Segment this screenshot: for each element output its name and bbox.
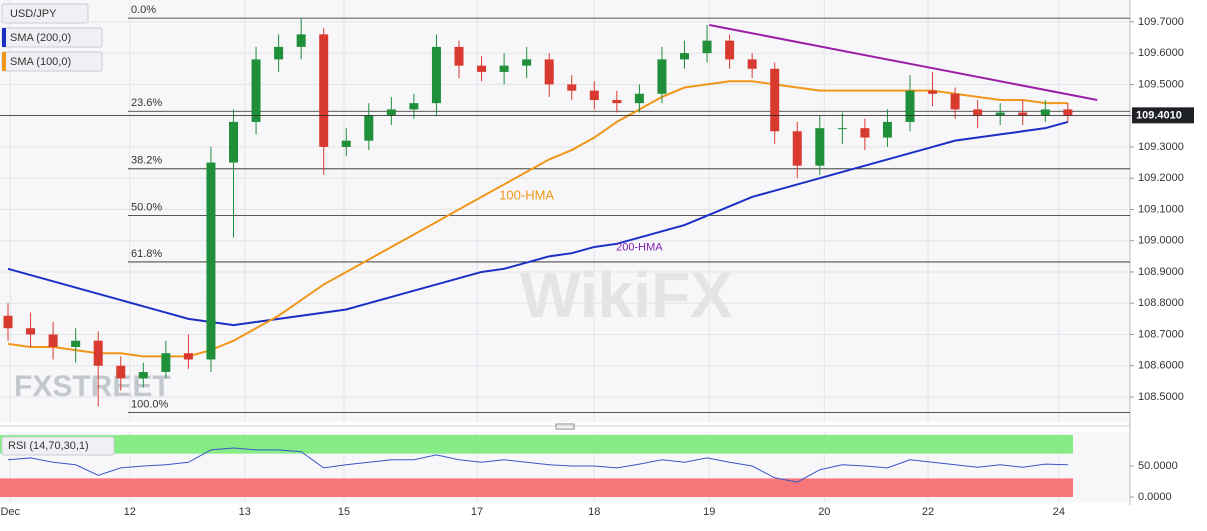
line-annotation: 100-HMA xyxy=(499,187,554,202)
fib-label: 61.8% xyxy=(131,248,162,260)
candle-body xyxy=(792,131,802,166)
x-tick-label: 15 xyxy=(338,506,350,518)
candle-body xyxy=(567,84,577,91)
x-tick-label: 12 xyxy=(124,506,136,518)
rsi-title: RSI (14,70,30,1) xyxy=(8,440,89,452)
candle-body xyxy=(477,65,487,72)
fib-label: 100.0% xyxy=(131,399,169,411)
candle-body xyxy=(161,353,171,372)
candle-body xyxy=(138,371,148,379)
candle-body xyxy=(431,46,441,104)
x-tick-label: 24 xyxy=(1053,506,1065,518)
candle-body xyxy=(3,315,13,329)
candle-body xyxy=(905,90,915,122)
candle-body xyxy=(274,46,284,60)
y-tick-label: 108.8000 xyxy=(1138,297,1184,309)
y-tick-label: 108.7000 xyxy=(1138,328,1184,340)
candle-body xyxy=(928,90,938,94)
x-tick-label: 18 xyxy=(588,506,600,518)
y-tick-label: 109.7000 xyxy=(1138,16,1184,28)
rsi-line xyxy=(7,447,1068,483)
candle-body xyxy=(296,34,306,47)
candle-body xyxy=(612,100,622,104)
y-tick-label: 109.0000 xyxy=(1138,235,1184,247)
candle-body xyxy=(26,328,36,335)
line-annotation: 200-HMA xyxy=(616,241,663,253)
y-tick-label: 109.3000 xyxy=(1138,141,1184,153)
oversold-zone xyxy=(0,478,1073,497)
fib-label: 50.0% xyxy=(131,201,162,213)
watermark: WikiFX xyxy=(520,259,733,331)
y-tick-label: 109.2000 xyxy=(1138,172,1184,184)
candle-body xyxy=(882,121,892,138)
candle-body xyxy=(229,121,239,163)
candle-body xyxy=(702,40,712,54)
y-tick-label: 109.1000 xyxy=(1138,203,1184,215)
candle-body xyxy=(544,59,554,85)
candle-body xyxy=(837,128,847,130)
candle-body xyxy=(183,353,193,360)
candle-body xyxy=(364,115,374,141)
candle-body xyxy=(1018,112,1028,116)
x-tick-label: 19 xyxy=(703,506,715,518)
resize-grip[interactable] xyxy=(555,423,575,430)
candle-body xyxy=(634,93,644,104)
legend-box xyxy=(1,436,115,456)
x-tick-label: 22 xyxy=(922,506,934,518)
legend-swatch xyxy=(2,28,6,47)
x-tick-label: 17 xyxy=(471,506,483,518)
legend-label: SMA (100,0) xyxy=(10,56,71,68)
candle-body xyxy=(116,365,126,379)
candle-body xyxy=(386,109,396,116)
legend-label: SMA (200,0) xyxy=(10,32,71,44)
candle-body xyxy=(454,46,464,66)
y-tick-label: 0.0000 xyxy=(1138,491,1172,503)
candle-body xyxy=(319,34,329,147)
legend-box xyxy=(1,3,89,24)
candle-body xyxy=(995,112,1005,116)
candle-body xyxy=(973,109,983,116)
candle-body xyxy=(409,103,419,110)
trendline xyxy=(709,24,1098,102)
y-tick-label: 108.6000 xyxy=(1138,360,1184,372)
x-tick-label: 20 xyxy=(818,506,830,518)
y-tick-label: 109.5000 xyxy=(1138,78,1184,90)
y-tick-label: 109.6000 xyxy=(1138,47,1184,59)
y-tick-label: 50.0000 xyxy=(1138,460,1178,472)
legend-label: USD/JPY xyxy=(10,8,57,20)
candle-body xyxy=(341,140,351,147)
candle-body xyxy=(1040,109,1050,116)
fib-label: 23.6% xyxy=(131,97,162,109)
candle-body xyxy=(589,90,599,101)
x-tick-label: 13 xyxy=(239,506,251,518)
fib-label: 0.0% xyxy=(131,4,156,16)
y-tick-label: 108.5000 xyxy=(1138,391,1184,403)
candle-body xyxy=(206,162,216,360)
fib-label: 38.2% xyxy=(131,155,162,167)
candle-body xyxy=(860,128,870,138)
y-tick-label: 108.9000 xyxy=(1138,266,1184,278)
candle-body xyxy=(950,93,960,110)
legend-swatch xyxy=(2,52,6,71)
hma-line xyxy=(7,120,1069,327)
last-price-label: 109.4010 xyxy=(1136,109,1182,121)
last-price-box xyxy=(1132,107,1194,124)
candle-body xyxy=(71,340,81,347)
overbought-zone xyxy=(0,435,1073,454)
candle-body xyxy=(725,40,735,60)
candle-body xyxy=(770,68,780,132)
candle-body xyxy=(747,59,757,69)
candle-body xyxy=(499,65,509,72)
candle-body xyxy=(522,59,532,66)
candle-body xyxy=(93,340,103,366)
candle-body xyxy=(1063,109,1073,116)
x-tick-label: Dec xyxy=(0,506,20,518)
candle-body xyxy=(48,334,58,347)
candle-body xyxy=(680,53,690,60)
candle-body xyxy=(815,128,825,166)
candle-body xyxy=(251,59,261,122)
candle-body xyxy=(657,59,667,94)
